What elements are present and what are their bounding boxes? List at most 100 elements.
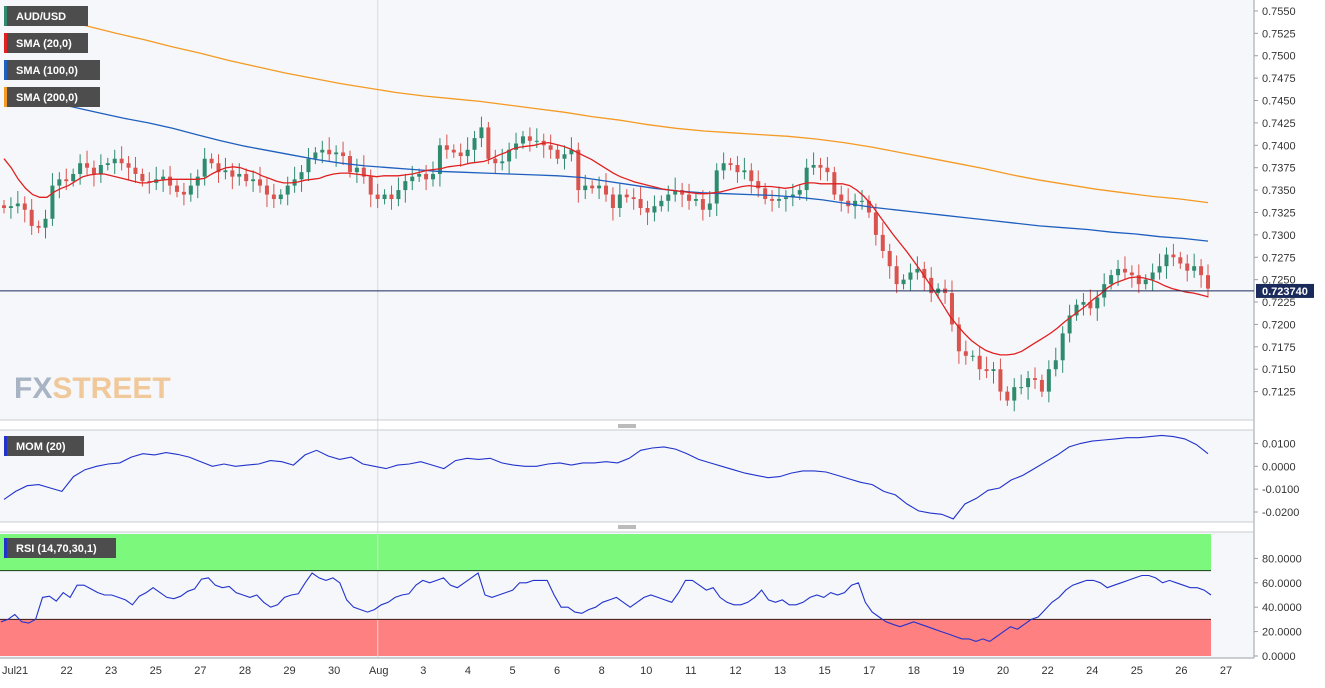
- candle-body: [15, 203, 20, 207]
- candle-body: [375, 194, 380, 200]
- price-tick-label: 0.7300: [1262, 230, 1296, 242]
- badge-bg: [4, 33, 88, 53]
- candle-body: [1046, 369, 1051, 392]
- candle-up: [78, 154, 83, 185]
- candle-body: [693, 199, 698, 201]
- candle-up: [479, 116, 484, 148]
- candle-body: [1178, 257, 1183, 264]
- candle-down: [451, 144, 456, 158]
- x-tick-label: 22: [1042, 665, 1054, 677]
- rsi-badge[interactable]: RSI (14,70,30,1): [4, 538, 116, 558]
- candle-up: [431, 161, 436, 187]
- x-tick-label: 25: [1131, 665, 1143, 677]
- candle-body: [223, 170, 228, 173]
- candle-up: [1012, 378, 1017, 412]
- x-tick-label: 10: [640, 665, 652, 677]
- last-price-label: 0.723740: [1262, 286, 1308, 298]
- badge-bg: [4, 60, 100, 80]
- candle-body: [707, 203, 712, 210]
- candle-down: [590, 180, 595, 194]
- candle-down: [1136, 264, 1141, 294]
- candle-up: [334, 145, 339, 167]
- price-tick-label: 0.7250: [1262, 275, 1296, 287]
- candle-up: [991, 362, 996, 384]
- x-tick-label: 8: [599, 665, 605, 677]
- main-panel-resize-handle[interactable]: [618, 424, 636, 428]
- candle-down: [361, 155, 366, 184]
- candle-down: [91, 160, 96, 187]
- candle-up: [908, 263, 913, 291]
- candle-down: [209, 153, 214, 169]
- legend-badge-3[interactable]: SMA (200,0): [4, 87, 100, 107]
- candle-down: [825, 156, 830, 182]
- rsi-tick-label: 0.0000: [1262, 651, 1296, 663]
- candle-body: [140, 173, 145, 182]
- candle-up: [1143, 274, 1148, 290]
- candle-down: [341, 141, 346, 166]
- candle-body: [161, 176, 166, 180]
- candle-down: [756, 170, 761, 198]
- candle-body: [202, 158, 207, 177]
- price-tick-label: 0.7150: [1262, 364, 1296, 376]
- candle-body: [970, 355, 975, 357]
- candle-body: [431, 173, 436, 180]
- candle-up: [520, 130, 525, 149]
- candle-body: [576, 149, 581, 191]
- candle-up: [1157, 253, 1162, 280]
- candle-body: [569, 149, 574, 155]
- mom-panel-resize-handle[interactable]: [618, 525, 636, 529]
- badge-bg: [4, 538, 116, 558]
- candle-body: [776, 199, 781, 201]
- candle-body: [341, 152, 346, 157]
- candle-body: [790, 194, 795, 198]
- candle-body: [1026, 378, 1031, 388]
- candle-down: [486, 122, 491, 165]
- mom-badge[interactable]: MOM (20): [4, 436, 84, 456]
- candle-body: [770, 199, 775, 201]
- candle-body: [894, 266, 899, 285]
- candle-body: [64, 179, 69, 182]
- badge-color-swatch: [4, 33, 7, 53]
- candle-down: [1005, 386, 1010, 406]
- legend-badge-0[interactable]: AUD/USD: [4, 6, 88, 26]
- candle-body: [721, 163, 726, 171]
- candle-body: [555, 149, 560, 159]
- legend-badge-2[interactable]: SMA (100,0): [4, 60, 100, 80]
- candle-up: [299, 165, 304, 192]
- sma-20-line: [3, 141, 1209, 356]
- candle-up: [417, 168, 422, 183]
- candle-up: [1019, 374, 1024, 395]
- candle-down: [2, 199, 6, 214]
- candle-body: [590, 185, 595, 189]
- candle-body: [1012, 387, 1017, 401]
- candle-down: [1178, 251, 1183, 269]
- candle-body: [1171, 254, 1176, 258]
- price-tick-label: 0.7450: [1262, 96, 1296, 108]
- candle-up: [320, 140, 325, 164]
- rsi-oversold-zone: [0, 619, 1211, 656]
- candle-down: [424, 165, 429, 191]
- x-tick-label: 21: [16, 665, 28, 677]
- candle-body: [1164, 254, 1169, 267]
- candle-body: [797, 190, 802, 195]
- candle-up: [1164, 247, 1169, 279]
- candle-up: [915, 256, 920, 280]
- candle-body: [306, 158, 311, 173]
- candle-body: [78, 163, 83, 174]
- candle-body: [998, 369, 1003, 392]
- candle-up: [1060, 326, 1065, 373]
- candle-body: [659, 200, 664, 207]
- price-tick-label: 0.7400: [1262, 140, 1296, 152]
- candle-body: [956, 324, 961, 352]
- candle-down: [493, 149, 498, 174]
- price-tick-label: 0.7525: [1262, 28, 1296, 40]
- candle-body: [1116, 268, 1121, 276]
- last-price-tag: [1256, 283, 1314, 298]
- mom-tick-label: 0.0000: [1262, 461, 1296, 473]
- candle-up: [437, 138, 442, 187]
- candle-up: [382, 189, 387, 205]
- candle-body: [91, 167, 96, 174]
- candle-down: [458, 143, 463, 167]
- legend-badge-1[interactable]: SMA (20,0): [4, 33, 88, 53]
- badge-bg: [4, 436, 84, 456]
